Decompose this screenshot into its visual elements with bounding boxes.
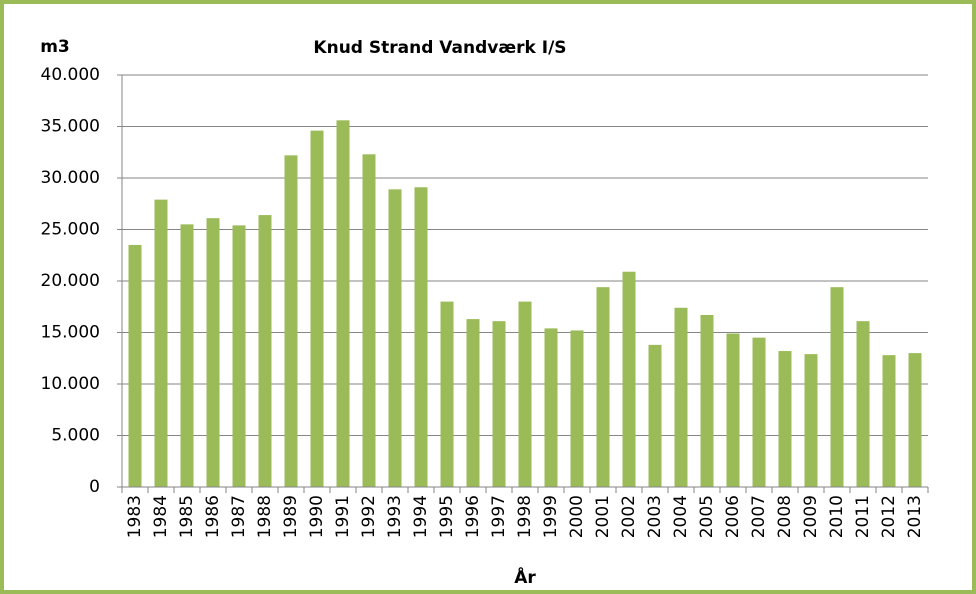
chart-title: Knud Strand Vandværk I/S <box>313 38 566 58</box>
x-tick-label: 2009 <box>801 495 821 538</box>
bar <box>440 301 454 487</box>
x-tick-label: 2001 <box>593 495 613 538</box>
bar <box>700 314 714 487</box>
x-tick-label: 2007 <box>749 495 769 538</box>
x-tick-label: 2011 <box>853 495 873 538</box>
x-tick-label: 1989 <box>281 495 301 538</box>
x-tick-label: 1992 <box>359 495 379 538</box>
bar <box>726 333 740 487</box>
x-tick-label: 2006 <box>723 495 743 538</box>
bar <box>882 355 896 487</box>
x-tick-label: 2000 <box>567 495 587 538</box>
x-tick-label: 1988 <box>255 495 275 538</box>
x-tick-label: 1991 <box>333 495 353 538</box>
x-tick-label: 2010 <box>827 495 847 538</box>
bar <box>570 330 584 487</box>
y-tick-label: 10.000 <box>41 374 100 394</box>
x-tick-label: 1997 <box>489 495 509 538</box>
bar <box>674 307 688 487</box>
y-tick-label: 5.000 <box>51 426 100 446</box>
bar <box>778 351 792 487</box>
y-tick-label: 20.000 <box>41 271 100 291</box>
bar <box>492 321 506 487</box>
y-axis-label: m3 <box>40 37 70 57</box>
x-tick-label: 1983 <box>125 495 145 538</box>
x-tick-label: 1996 <box>463 495 483 538</box>
x-tick-label: 2005 <box>697 495 717 538</box>
y-tick-label: 25.000 <box>41 220 100 240</box>
x-tick-label: 2003 <box>645 495 665 538</box>
bar <box>284 155 298 487</box>
bar <box>180 224 194 487</box>
x-tick-label: 1995 <box>437 495 457 538</box>
x-tick-label: 2008 <box>775 495 795 538</box>
x-tick-label: 1987 <box>229 495 249 538</box>
x-tick-label: 2002 <box>619 495 639 538</box>
bar <box>206 218 220 488</box>
bar <box>622 271 636 487</box>
bar <box>648 344 662 487</box>
y-tick-label: 35.000 <box>41 117 100 137</box>
bar <box>154 199 168 487</box>
bar <box>830 287 844 487</box>
x-tick-label: 2004 <box>671 495 691 538</box>
bar <box>856 321 870 487</box>
bar <box>414 187 428 487</box>
x-tick-label: 1985 <box>177 495 197 538</box>
bar <box>232 225 246 487</box>
bar <box>466 319 480 487</box>
bar <box>908 353 922 487</box>
x-tick-label: 1986 <box>203 495 223 538</box>
bar <box>544 328 558 487</box>
y-tick-label: 15.000 <box>41 323 100 343</box>
bar <box>596 287 610 487</box>
x-tick-label: 1993 <box>385 495 405 538</box>
x-tick-label: 1994 <box>411 495 431 538</box>
x-tick-label: 1998 <box>515 495 535 538</box>
bar <box>310 130 324 487</box>
y-tick-label: 0 <box>89 477 100 497</box>
bar <box>128 244 142 487</box>
bar <box>336 120 350 487</box>
bar <box>258 215 272 487</box>
y-tick-label: 40.000 <box>41 65 100 85</box>
bar <box>518 301 532 487</box>
bar <box>752 337 766 487</box>
bar <box>388 189 402 487</box>
bar <box>804 354 818 487</box>
x-axis-label: År <box>514 565 536 588</box>
x-tick-label: 2013 <box>905 495 925 538</box>
x-tick-label: 1984 <box>151 495 171 538</box>
y-tick-label: 30.000 <box>41 168 100 188</box>
x-tick-label: 1990 <box>307 495 327 538</box>
bar <box>362 154 376 487</box>
x-tick-label: 1999 <box>541 495 561 538</box>
x-tick-label: 2012 <box>879 495 899 538</box>
